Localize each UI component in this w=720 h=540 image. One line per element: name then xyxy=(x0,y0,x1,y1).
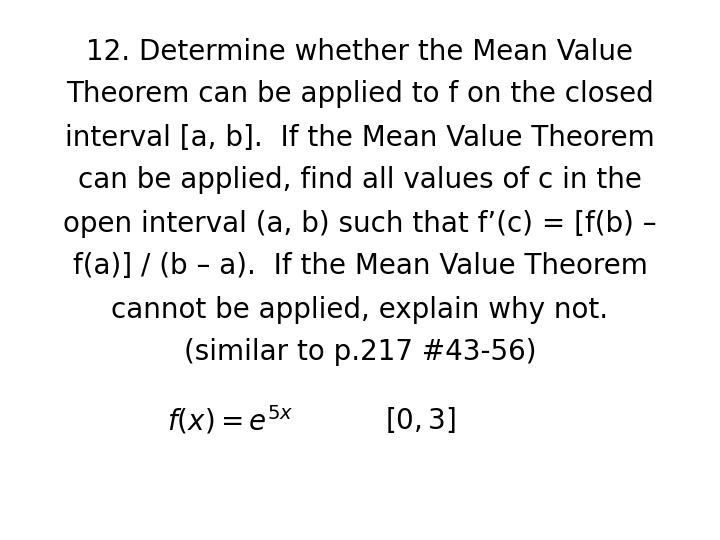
Text: f(a)] / (b – a).  If the Mean Value Theorem: f(a)] / (b – a). If the Mean Value Theor… xyxy=(73,253,647,280)
Text: (similar to p.217 #43-56): (similar to p.217 #43-56) xyxy=(184,339,536,367)
Text: $[0,3]$: $[0,3]$ xyxy=(384,405,456,435)
Text: open interval (a, b) such that f’(c) = [f(b) –: open interval (a, b) such that f’(c) = [… xyxy=(63,210,657,238)
Text: can be applied, find all values of c in the: can be applied, find all values of c in … xyxy=(78,166,642,194)
Text: cannot be applied, explain why not.: cannot be applied, explain why not. xyxy=(112,295,608,323)
Text: interval [a, b].  If the Mean Value Theorem: interval [a, b]. If the Mean Value Theor… xyxy=(65,124,655,152)
Text: 12. Determine whether the Mean Value: 12. Determine whether the Mean Value xyxy=(86,37,634,65)
Text: $f(x)=e^{5x}$: $f(x)=e^{5x}$ xyxy=(167,403,293,436)
Text: Theorem can be applied to f on the closed: Theorem can be applied to f on the close… xyxy=(66,80,654,109)
